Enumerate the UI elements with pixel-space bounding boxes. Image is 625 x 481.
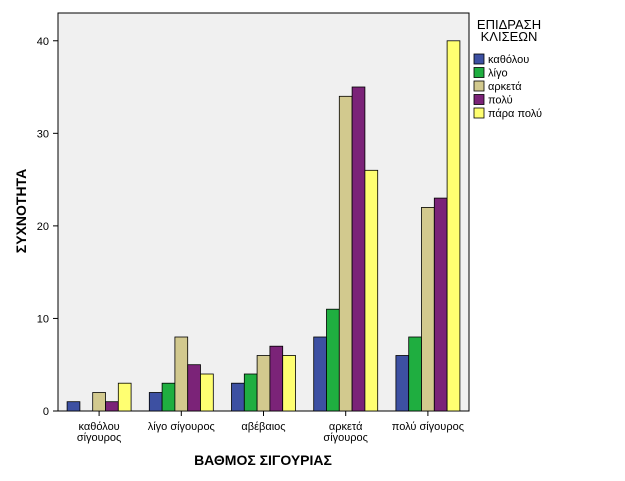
bar-3-3 [351, 86, 366, 412]
y-axis: 0 10 20 30 40 [37, 36, 58, 418]
x-tick-label: αρκετά σίγουρος [323, 421, 368, 444]
legend-entry: λίγο [488, 68, 508, 80]
x-tick-label: καθόλου σίγουρος [77, 421, 122, 444]
legend-swatch [473, 67, 485, 78]
bar-2-3 [338, 95, 353, 412]
bar-4-4 [446, 40, 461, 412]
bar-3-4 [433, 197, 448, 412]
bar-0-2 [231, 382, 245, 412]
y-tick-label: 20 [37, 221, 49, 233]
x-tick-label: πολύ σίγουρος [392, 421, 464, 433]
legend-entry: πολύ [488, 95, 513, 107]
legend-entry: καθόλου [488, 54, 529, 66]
x-axis-title: ΒΑΘΜΟΣ ΣΙΓΟΥΡΙΑΣ [194, 452, 332, 468]
x-tick-label: αβέβαιος [241, 421, 285, 433]
bar-0-4 [395, 355, 410, 412]
bar-0-3 [313, 336, 327, 412]
bar-1-1 [161, 382, 176, 412]
legend-entry: αρκετά [488, 81, 522, 93]
plot-area [57, 12, 470, 412]
bar-2-0 [92, 392, 106, 412]
legend-swatch [473, 53, 485, 65]
legend-swatch [473, 80, 485, 92]
bar-4-2 [282, 355, 296, 412]
bar-4-3 [364, 169, 379, 412]
bar-1-2 [243, 373, 258, 412]
legend-swatch [473, 94, 485, 105]
bar-1-3 [326, 308, 340, 412]
bar-1-4 [408, 336, 422, 412]
x-axis: καθόλου σίγουρος λίγο σίγουρος αβέβαιος αρκε… [77, 411, 464, 444]
bar-4-1 [200, 373, 214, 412]
legend-title: ΕΠΙΔΡΑΣΗ ΚΛΙΣΕΩΝ [477, 17, 541, 44]
legend-swatch [473, 107, 485, 119]
bar-0-0 [66, 401, 81, 412]
y-axis-title: ΣΥΧΝΟΤΗΤΑ [13, 169, 29, 253]
y-tick-label: 30 [37, 128, 49, 140]
bars-group [66, 40, 461, 412]
legend-entry: πάρα πολύ [488, 108, 542, 120]
x-tick-label: λίγο σίγουρος [148, 421, 215, 433]
y-tick-label: 40 [37, 36, 49, 48]
bar-3-2 [269, 345, 284, 412]
bar-0-1 [148, 392, 163, 412]
bar-4-0 [117, 382, 132, 412]
bar-3-1 [187, 364, 201, 412]
y-tick-label: 0 [43, 406, 49, 418]
bar-3-0 [105, 401, 119, 412]
bar-2-4 [421, 206, 435, 412]
bar-2-1 [174, 336, 189, 412]
y-tick-label: 10 [37, 313, 49, 325]
bar-2-2 [256, 355, 271, 412]
